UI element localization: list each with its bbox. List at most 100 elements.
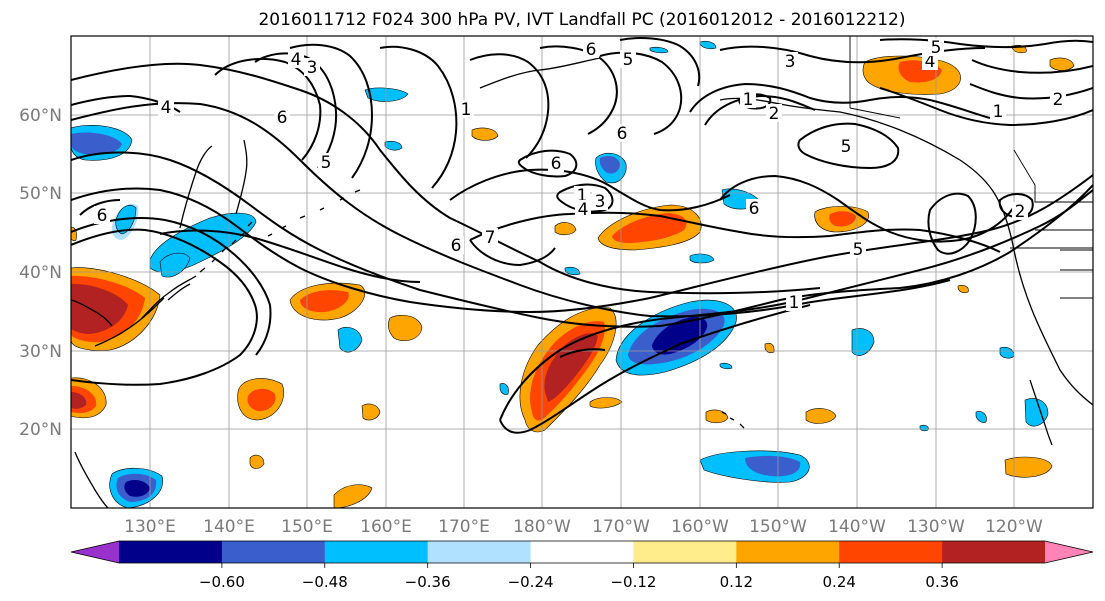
svg-text:5: 5 <box>931 38 942 58</box>
lat-label: 60°N <box>19 106 62 126</box>
contour-label: 5 <box>850 240 866 260</box>
svg-text:1: 1 <box>461 100 472 120</box>
colorbar-segment <box>736 541 840 563</box>
svg-text:6: 6 <box>551 154 562 174</box>
colorbar-tick-label: 0.12 <box>720 573 753 591</box>
baja-coast <box>1029 379 1053 446</box>
svg-text:3: 3 <box>307 58 318 78</box>
lat-label: 30°N <box>19 342 62 362</box>
lon-label: 140°W <box>828 517 886 537</box>
svg-text:4: 4 <box>578 200 589 220</box>
svg-text:2: 2 <box>1053 90 1064 110</box>
lon-label: 130°W <box>907 517 965 537</box>
svg-text:5: 5 <box>853 240 864 260</box>
japan-coast <box>94 275 197 347</box>
contour-labels: 1 1 1 1 1 3 3 3 4 4 4 4 5 5 5 5 5 6 6 6 … <box>94 38 1066 313</box>
lon-label: 160°W <box>671 517 729 537</box>
colorbar-tick-label: −0.60 <box>199 573 245 591</box>
svg-text:2: 2 <box>769 104 780 124</box>
lat-label: 50°N <box>19 184 62 204</box>
colorbar-segment <box>633 541 737 563</box>
svg-text:3: 3 <box>595 192 606 212</box>
colorbar-tick-label: −0.36 <box>405 573 451 591</box>
lon-label: 170°E <box>438 517 490 537</box>
contour-label: 4 <box>158 98 174 118</box>
svg-text:6: 6 <box>586 40 597 60</box>
lon-label: 150°W <box>749 517 807 537</box>
lon-label: 120°W <box>985 517 1043 537</box>
lon-label: 150°E <box>281 517 333 537</box>
colorbar-segment <box>324 541 429 563</box>
alaska-coast <box>479 57 997 197</box>
colorbar-extend-max <box>1045 541 1093 563</box>
lon-label: 180°W <box>513 517 571 537</box>
political-borders <box>849 36 1093 299</box>
kuril-islands <box>199 221 253 273</box>
contour-label: 6 <box>614 124 630 144</box>
contour-label: 1 <box>458 100 474 120</box>
colorbar-tick-label: −0.48 <box>302 573 348 591</box>
anomaly-shading <box>71 40 1075 508</box>
contour-label: 1 <box>786 293 802 313</box>
hawaii-islands <box>721 411 745 429</box>
contour-label: 2 <box>1012 202 1028 222</box>
colorbar-tick-label: −0.12 <box>610 573 656 591</box>
contour-label: 6 <box>94 206 110 226</box>
lon-label: 170°W <box>592 517 650 537</box>
philippines-coast <box>74 451 109 508</box>
aleutian-islands <box>267 189 361 237</box>
northwest-america-coast <box>995 195 1093 406</box>
colorbar-segment <box>427 541 532 563</box>
svg-text:6: 6 <box>749 199 760 219</box>
contour-label: 6 <box>448 236 464 256</box>
svg-text:5: 5 <box>841 137 852 157</box>
colorbar-segment <box>221 541 326 563</box>
colorbar-segment <box>530 541 634 563</box>
contour-label: 3 <box>782 52 798 72</box>
korea-coast <box>71 299 113 327</box>
svg-text:1: 1 <box>743 90 754 110</box>
kamchatka-coast <box>235 139 248 215</box>
longitude-labels: 130°E 140°E 150°E 160°E 170°E 180°W 170°… <box>124 517 1043 537</box>
contour-label: 2 <box>766 104 782 124</box>
colorbar-tick-label: −0.24 <box>508 573 554 591</box>
map-border <box>70 35 1094 509</box>
svg-text:4: 4 <box>291 50 302 70</box>
colorbar-tick-label: 0.36 <box>925 573 958 591</box>
svg-text:6: 6 <box>277 108 288 128</box>
svg-text:6: 6 <box>451 236 462 256</box>
colorbar-outline <box>70 540 1094 564</box>
contour-label: 4 <box>288 50 304 70</box>
svg-text:4: 4 <box>925 52 936 72</box>
contour-label: 5 <box>838 137 854 157</box>
latitude-labels: 60°N 50°N 40°N 30°N 20°N <box>19 106 62 440</box>
graticule <box>71 36 1093 508</box>
colorbar-extend-min <box>71 541 119 563</box>
svg-text:1: 1 <box>993 102 1004 122</box>
contour-label: 5 <box>318 153 334 173</box>
contour-label: 4 <box>922 52 938 72</box>
colorbar-segment <box>942 541 1046 563</box>
svg-text:5: 5 <box>623 50 634 70</box>
contour-label: 3 <box>592 192 608 212</box>
contour-label: 6 <box>583 40 599 60</box>
contour-label: 1 <box>990 102 1006 122</box>
colorbar-segment <box>839 541 943 563</box>
figure-title: 2016011712 F024 300 hPa PV, IVT Landfall… <box>258 10 905 30</box>
contour-label: 1 <box>574 186 590 206</box>
svg-text:3: 3 <box>785 52 796 72</box>
lon-label: 130°E <box>124 517 176 537</box>
colorbar-tick-label: 0.24 <box>823 573 856 591</box>
lon-label: 160°E <box>360 517 412 537</box>
svg-text:4: 4 <box>161 98 172 118</box>
svg-text:5: 5 <box>321 153 332 173</box>
svg-text:6: 6 <box>617 124 628 144</box>
contour-label: 6 <box>548 154 564 174</box>
pv-contours <box>71 37 1093 434</box>
svg-text:6: 6 <box>97 206 108 226</box>
lon-label: 140°E <box>203 517 255 537</box>
contour-label: 1 <box>740 90 756 110</box>
contour-label: 6 <box>274 108 290 128</box>
colorbar-segment <box>119 541 223 563</box>
